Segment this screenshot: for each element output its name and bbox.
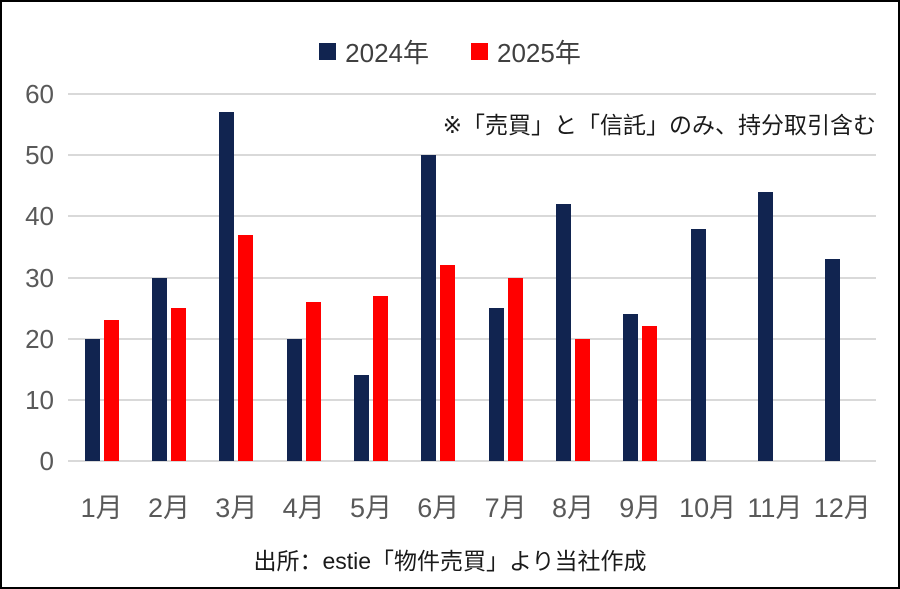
x-axis: 1月 2月 3月 4月 5月 6月 7月 8月 9月 10月 11月 12月: [68, 488, 876, 523]
gridline-20: [68, 337, 876, 340]
x-axis-label-5月: 5月: [349, 492, 392, 523]
bar-group-3月: [203, 94, 270, 461]
bar-2024-8月: [555, 204, 571, 461]
legend-item-2024: 2024年: [319, 33, 429, 70]
y-axis-tick-label-10: 10: [25, 384, 54, 415]
legend-swatch-2024: [319, 42, 337, 60]
chart-annotation: ※「売買」と「信託」のみ、持分取引含む: [442, 112, 876, 138]
bar-group-7月: [472, 94, 539, 461]
plot-area: ※「売買」と「信託」のみ、持分取引含む: [68, 93, 876, 462]
source-note: 出所：estie「物件売買」より当社作成: [253, 548, 647, 574]
bar-2025-7月: [507, 277, 523, 461]
y-axis-tick-label-40: 40: [25, 201, 54, 232]
y-axis: 0 10 20 30 40 50 60: [2, 79, 54, 476]
x-axis-label-3月: 3月: [215, 492, 258, 523]
gridline-60: [68, 93, 876, 95]
y-axis-tick-label-60: 60: [25, 79, 54, 109]
bar-2024-3月: [219, 112, 235, 461]
x-axis-label-8月: 8月: [551, 492, 594, 523]
bar-group-10月: [674, 94, 741, 461]
chart-legend: 2024年 2025年: [2, 34, 898, 68]
bar-2024-10月: [690, 228, 706, 461]
gridline-0: [68, 460, 876, 462]
bar-2024-6月: [421, 155, 437, 461]
y-axis-tick-label-0: 0: [39, 446, 54, 476]
bar-group-6月: [405, 94, 472, 461]
x-axis-label-7月: 7月: [484, 492, 527, 523]
bar-2024-5月: [353, 375, 369, 461]
x-axis-label-4月: 4月: [282, 492, 325, 523]
y-axis-tick-label-20: 20: [25, 323, 54, 354]
x-axis-label-12月: 12月: [813, 492, 871, 523]
legend-label-2025: 2025年: [497, 37, 581, 68]
bar-group-5月: [337, 94, 404, 461]
bar-group-9月: [607, 94, 674, 461]
bar-2024-2月: [151, 277, 167, 461]
y-axis-tick-label-50: 50: [25, 140, 54, 171]
bar-group-4月: [270, 94, 337, 461]
bar-2025-1月: [103, 320, 119, 461]
gridline-40: [68, 215, 876, 218]
bar-2025-5月: [372, 295, 388, 461]
bar-2025-9月: [642, 326, 658, 461]
x-axis-label-10月: 10月: [679, 492, 737, 523]
legend-swatch-2025: [471, 42, 488, 60]
bar-2024-1月: [84, 338, 100, 461]
gridline-50: [68, 154, 876, 157]
x-axis-label-9月: 9月: [619, 492, 662, 523]
x-axis-label-6月: 6月: [417, 492, 460, 523]
gridline-10: [68, 398, 876, 401]
bar-group-2月: [135, 94, 202, 461]
x-axis-label-2月: 2月: [147, 492, 190, 523]
legend-label-2024: 2024年: [345, 37, 429, 68]
bar-group-8月: [539, 94, 606, 461]
bar-2025-6月: [440, 265, 456, 461]
legend-item-2025: 2025年: [471, 33, 581, 70]
bar-2024-12月: [825, 259, 841, 461]
bar-2024-7月: [488, 308, 504, 461]
x-axis-label-11月: 11月: [747, 492, 803, 523]
bar-group-11月: [741, 94, 808, 461]
bar-2025-3月: [238, 234, 254, 461]
bar-2025-4月: [305, 301, 321, 461]
bars-row: [68, 94, 876, 461]
bar-group-1月: [68, 94, 135, 461]
bar-2025-8月: [574, 338, 590, 461]
bar-group-12月: [809, 94, 876, 461]
bar-2024-9月: [623, 314, 639, 461]
gridline-30: [68, 276, 876, 279]
bar-2025-2月: [170, 308, 186, 461]
bar-2024-4月: [286, 338, 302, 461]
x-axis-label-1月: 1月: [80, 492, 123, 523]
y-axis-tick-label-30: 30: [25, 262, 54, 293]
bar-2024-11月: [757, 191, 773, 461]
